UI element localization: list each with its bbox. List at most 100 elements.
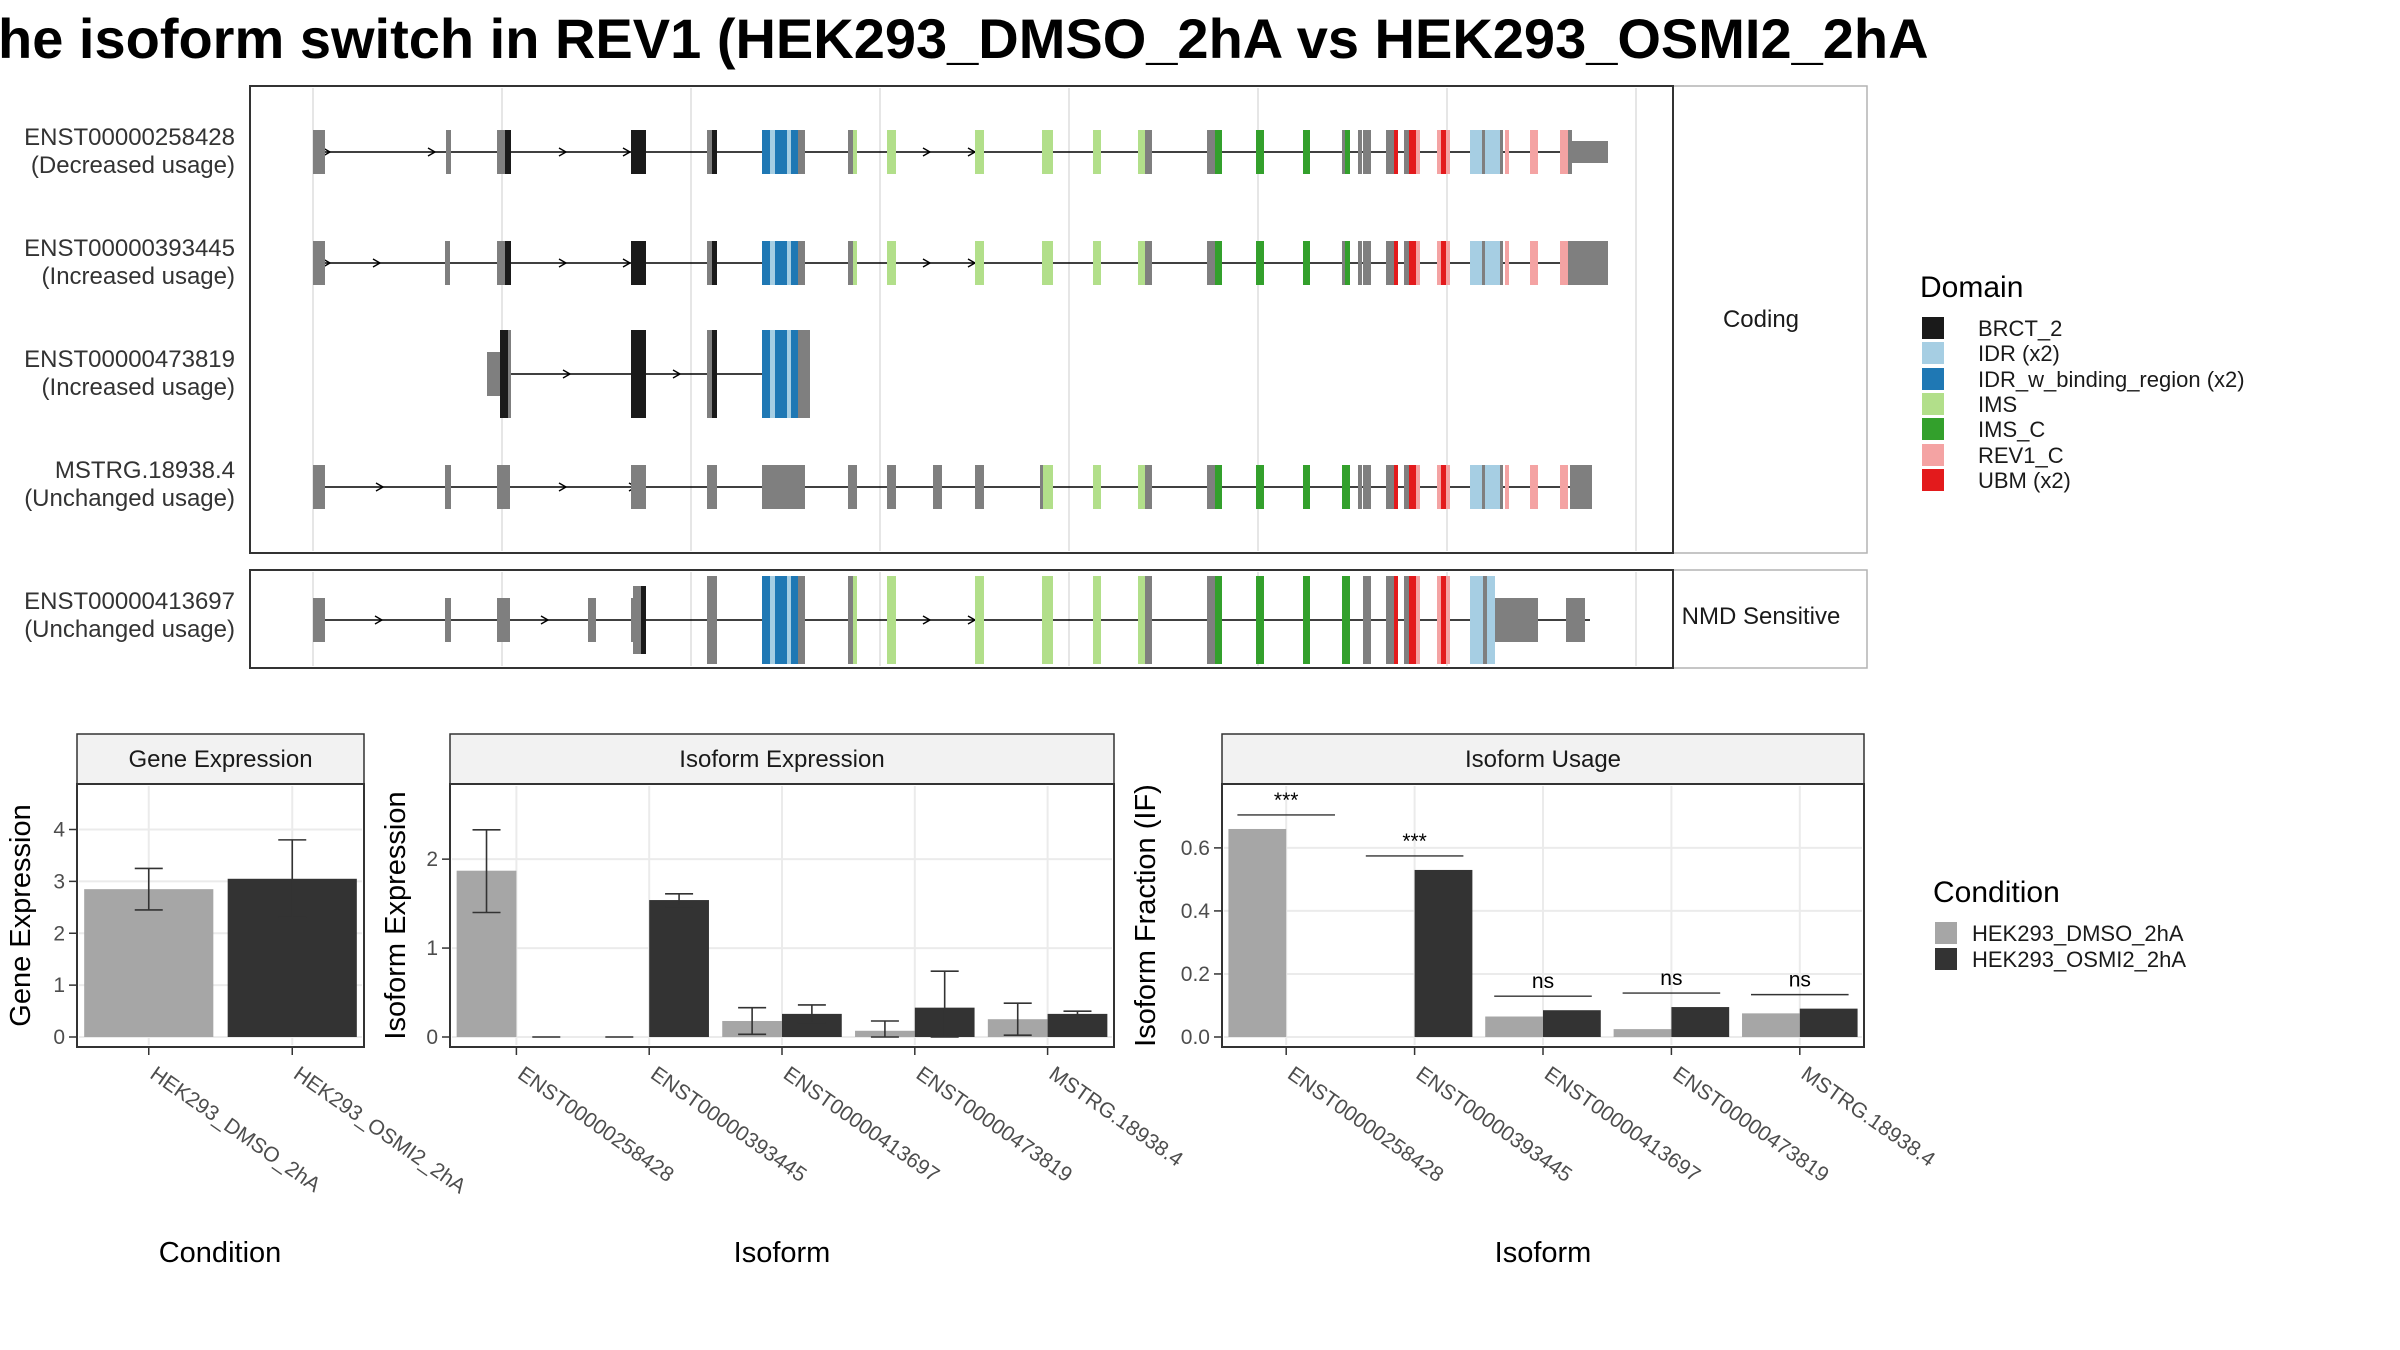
domain-block-idr-x2 [1485, 130, 1495, 174]
error-bar [665, 893, 694, 908]
legend-label: IDR_w_binding_region (x2) [1978, 367, 2245, 392]
domain-block-rev1-c [1416, 241, 1420, 285]
domain-block-ims [1093, 465, 1101, 509]
domain-block-rev1-c [1416, 130, 1420, 174]
exon-block [1404, 576, 1411, 664]
strip-label-nmd-sensitive: NMD Sensitive [1682, 603, 1841, 630]
y-axis-title: Isoform Fraction (IF) [1130, 784, 1162, 1047]
y-tick-label: 0.0 [1181, 1026, 1210, 1049]
exon-block [1482, 241, 1485, 285]
bar-hek293-osmi2-2ha-enst00000413697 [782, 1013, 842, 1037]
domain-block-rev1-c [1437, 130, 1441, 174]
exon-block [1500, 241, 1503, 285]
bar-hek293-dmso-2ha-mstrg-18938-4 [1742, 1013, 1800, 1037]
exon-block [1145, 576, 1152, 664]
legend-label: HEK293_DMSO_2hA [1972, 921, 2184, 946]
exon-block [1483, 576, 1487, 664]
exon-block [1386, 241, 1394, 285]
domain-block-idr-x2 [770, 330, 775, 418]
domain-block-brct-2 [641, 586, 646, 654]
exon-block [446, 130, 451, 174]
domain-block-rev1-c [1530, 241, 1538, 285]
figure-title: he isoform switch in REV1 (HEK293_DMSO_2… [0, 7, 1929, 70]
domain-block-idr-x2 [1485, 465, 1495, 509]
legend-label: REV1_C [1978, 443, 2064, 468]
domain-block-idr-w-binding-region-x2 [762, 330, 770, 418]
exon-block [1566, 598, 1585, 642]
exon-block [1358, 241, 1362, 285]
domain-block-ims-c [1256, 465, 1264, 509]
domain-block-ims [887, 241, 896, 285]
domain-block-idr-x2 [787, 330, 791, 418]
domain-block-brct-2 [631, 330, 646, 418]
y-tick-label: 0.6 [1181, 837, 1210, 860]
domain-block-ims-c [1215, 241, 1222, 285]
exon-block [933, 465, 942, 509]
domain-block-ims-c [1303, 576, 1310, 664]
domain-block-ubm-x2 [1409, 241, 1416, 285]
domain-block-idr-x2 [787, 576, 791, 664]
legend-label: IMS_C [1978, 417, 2045, 442]
domain-block-rev1-c [1505, 241, 1509, 285]
domain-block-ubm-x2 [1394, 465, 1398, 509]
exon-block [762, 465, 805, 509]
bar-hek293-dmso-2ha [84, 889, 214, 1037]
domain-block-ims [1042, 130, 1053, 174]
domain-block-rev1-c [1505, 465, 1509, 509]
domain-block-ims [1138, 130, 1145, 174]
significance-label: *** [1402, 830, 1427, 853]
strand-arrow [622, 258, 632, 268]
domain-block-ubm-x2 [1409, 576, 1416, 664]
domain-block-rev1-c [1505, 130, 1509, 174]
domain-block-rev1-c [1446, 576, 1450, 664]
exon-block [707, 465, 717, 509]
exon-block [1040, 465, 1044, 509]
exon-block [848, 576, 853, 664]
domain-block-rev1-c [1560, 241, 1568, 285]
domain-block-brct-2 [500, 330, 508, 418]
domain-block-brct-2 [631, 130, 646, 174]
domain-block-brct-2 [631, 241, 646, 285]
domain-block-idr-x2 [1470, 465, 1483, 509]
expression-charts: Gene Expression01234HEK293_DMSO_2hAHEK29… [5, 733, 1939, 1269]
domain-block-idr-x2 [770, 130, 775, 174]
legend-key-dmso [1935, 922, 1957, 944]
exon-block [707, 330, 712, 418]
exon-block [1207, 130, 1215, 174]
exon-block [1404, 130, 1411, 174]
domain-block-rev1-c [1530, 465, 1538, 509]
bar-hek293-dmso-2ha-enst00000413697 [1485, 1016, 1543, 1037]
error-bar [278, 839, 307, 919]
domain-block-ims-c [1256, 130, 1264, 174]
domain-block-ims [1138, 576, 1145, 664]
strand-arrow [558, 147, 568, 157]
exon-block [1358, 130, 1362, 174]
legend-key-rev1-c [1922, 444, 1944, 466]
exon-block [445, 241, 450, 285]
domain-block-idr-x2 [787, 130, 791, 174]
domain-block-ims-c [1215, 465, 1222, 509]
exon-block [1386, 130, 1394, 174]
error-bar [472, 828, 501, 914]
strand-arrow [558, 482, 568, 492]
exon-block [1145, 465, 1152, 509]
domain-block-idr-x2 [1487, 576, 1495, 664]
legend-key-ubm [1922, 469, 1944, 491]
domain-block-ims [887, 576, 896, 664]
domain-block-idr-w-binding-region-x2 [791, 576, 798, 664]
strand-arrow [322, 147, 332, 157]
bar-hek293-osmi2-2ha-mstrg-18938-4 [1047, 1013, 1108, 1037]
y-tick-label: 2 [53, 922, 65, 945]
x-axis-title: Isoform [734, 1237, 831, 1269]
panel-coding [249, 85, 1674, 554]
domain-block-ubm-x2 [1394, 130, 1398, 174]
row-label-id: ENST00000473819 [24, 346, 235, 373]
transcript-structure-panel [249, 85, 1868, 669]
strip-coding [1672, 85, 1868, 554]
exon-block [1568, 241, 1572, 285]
exon-block [497, 465, 510, 509]
exon-block [707, 130, 712, 174]
bar-hek293-dmso-2ha-enst00000473819 [1613, 1029, 1672, 1037]
exon-block [631, 465, 646, 509]
strand-arrow [922, 258, 932, 268]
